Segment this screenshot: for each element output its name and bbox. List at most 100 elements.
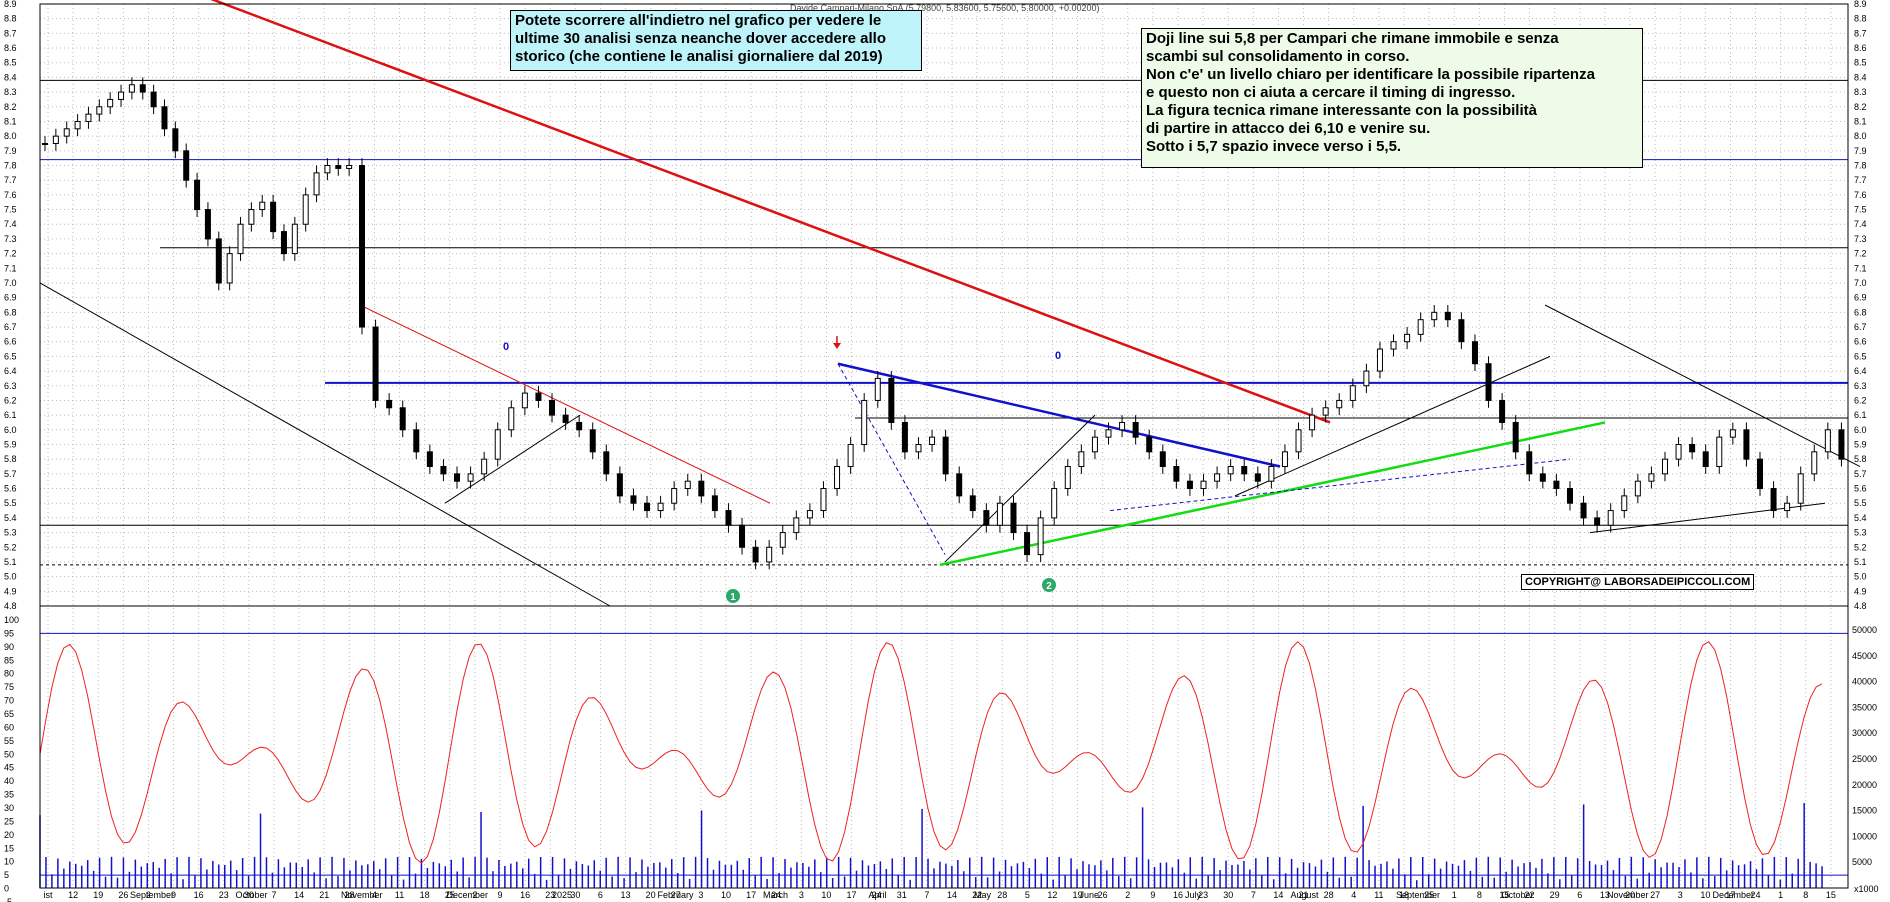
date-tick-label: 22 [972,890,982,900]
price-tick-label-left: 7.4 [4,219,17,229]
date-tick-label: 22 [1525,890,1535,900]
date-tick-label: 15 [1826,890,1836,900]
candle-body [1024,532,1031,556]
date-tick-label: 23 [1198,890,1208,900]
candle-body [1146,436,1153,453]
oscillator-tick-label: 70 [4,696,14,706]
candle-body [118,91,125,100]
price-tick-label-right: 7.2 [1854,249,1867,259]
volume-tick-label: 40000 [1852,677,1877,687]
candle-body [1281,451,1288,468]
candle-body [1132,421,1139,438]
date-tick-label: 9 [171,890,176,900]
candle-body [1689,443,1696,453]
price-tick-label-right: 8.9 [1854,0,1867,9]
price-tick-label-right: 7.3 [1854,234,1867,244]
volume-tick-label: 10000 [1852,831,1877,841]
date-tick-label: 21 [319,890,329,900]
candle-body [1119,421,1126,431]
candle-body [616,473,623,497]
oscillator-tick-label: 15 [4,843,14,853]
price-tick-label-right: 7.9 [1854,146,1867,156]
candle-body [1010,502,1017,534]
candle-body [942,436,949,475]
date-tick-label: 1 [1778,890,1783,900]
date-tick-label: 9 [497,890,502,900]
date-tick-label: 17 [746,890,756,900]
date-tick-label: 23 [545,890,555,900]
candle-body [1580,502,1587,519]
candle-body [1376,348,1383,372]
price-tick-label-left: 6.6 [4,337,17,347]
price-tick-label-left: 8.0 [4,131,17,141]
price-tick-label-right: 5.0 [1854,572,1867,582]
price-tick-label-left: 5.7 [4,469,17,479]
date-tick-label: 3 [1678,890,1683,900]
price-tick-label-left: 5.3 [4,528,17,538]
date-tick-label: 20 [646,890,656,900]
candle-body [467,473,474,482]
date-tick-label: 28 [1324,890,1334,900]
candle-body [874,377,881,401]
month-tick-label: November [341,890,383,900]
candle-body [1417,319,1424,335]
candle-body [1268,466,1275,482]
candle-body [63,128,70,137]
price-tick-label-right: 7.6 [1854,190,1867,200]
copyright-label: COPYRIGHT@ LABORSADEIPICCOLI.COM [1521,574,1755,590]
month-tick-label: February [658,890,695,900]
candle-body [346,165,353,169]
date-tick-label: 5 [1025,890,1030,900]
candle-body [996,502,1003,526]
date-tick-label: 16 [1173,890,1183,900]
price-tick-label-left: 8.8 [4,14,17,24]
date-tick-label: 29 [1550,890,1560,900]
candle-body [291,223,298,255]
candle-body [806,510,813,519]
date-tick-label: 8 [1803,890,1808,900]
candle-body [888,377,895,423]
candle-body [481,458,488,475]
candle-body [1539,473,1546,482]
candle-body [1200,480,1207,490]
date-tick-label: 4 [1351,890,1356,900]
candle-body [440,466,447,475]
candle-body [1309,414,1316,431]
oscillator-tick-label: 20 [4,830,14,840]
candle-body [413,429,420,453]
candle-body [603,451,610,475]
trend-line-dashed [1109,458,1571,512]
candle-body [226,253,233,284]
candle-body [1363,370,1370,387]
candle-body [1553,480,1560,490]
signal-marker-2: 0 [1055,350,1061,362]
candle-body [766,546,773,563]
candle-body [1471,341,1478,365]
oscillator-tick-label: 10 [4,857,14,867]
candle-body [1594,517,1601,526]
date-tick-label: 20 [1625,890,1635,900]
price-tick-label-right: 5.5 [1854,498,1867,508]
month-tick-label: April [869,890,887,900]
month-tick-label: October [236,890,268,900]
date-tick-label: 19 [93,890,103,900]
candle-body [834,466,841,490]
date-tick-label: 2 [1125,890,1130,900]
candle-body [1607,510,1614,526]
date-tick-label: 30 [1223,890,1233,900]
price-tick-label-right: 6.9 [1854,293,1867,303]
arrow-marker [833,336,841,349]
svg-text:1: 1 [730,592,736,603]
price-tick-label-right: 8.4 [1854,72,1867,82]
history-note-line: Potete scorrere all'indietro nel grafico… [515,12,882,29]
chart-frame [39,3,1849,889]
oscillator-tick-label: 100 [4,615,19,625]
candle-body [1729,429,1736,438]
candle-body [1214,473,1221,482]
candle-body [1322,407,1329,416]
price-tick-label-left: 5.2 [4,542,17,552]
marker-two: 2 [1042,578,1056,592]
date-tick-label: 14 [947,890,957,900]
history-note-line: storico (che contiene le analisi giornal… [515,48,883,65]
date-tick-label: 13 [621,890,631,900]
